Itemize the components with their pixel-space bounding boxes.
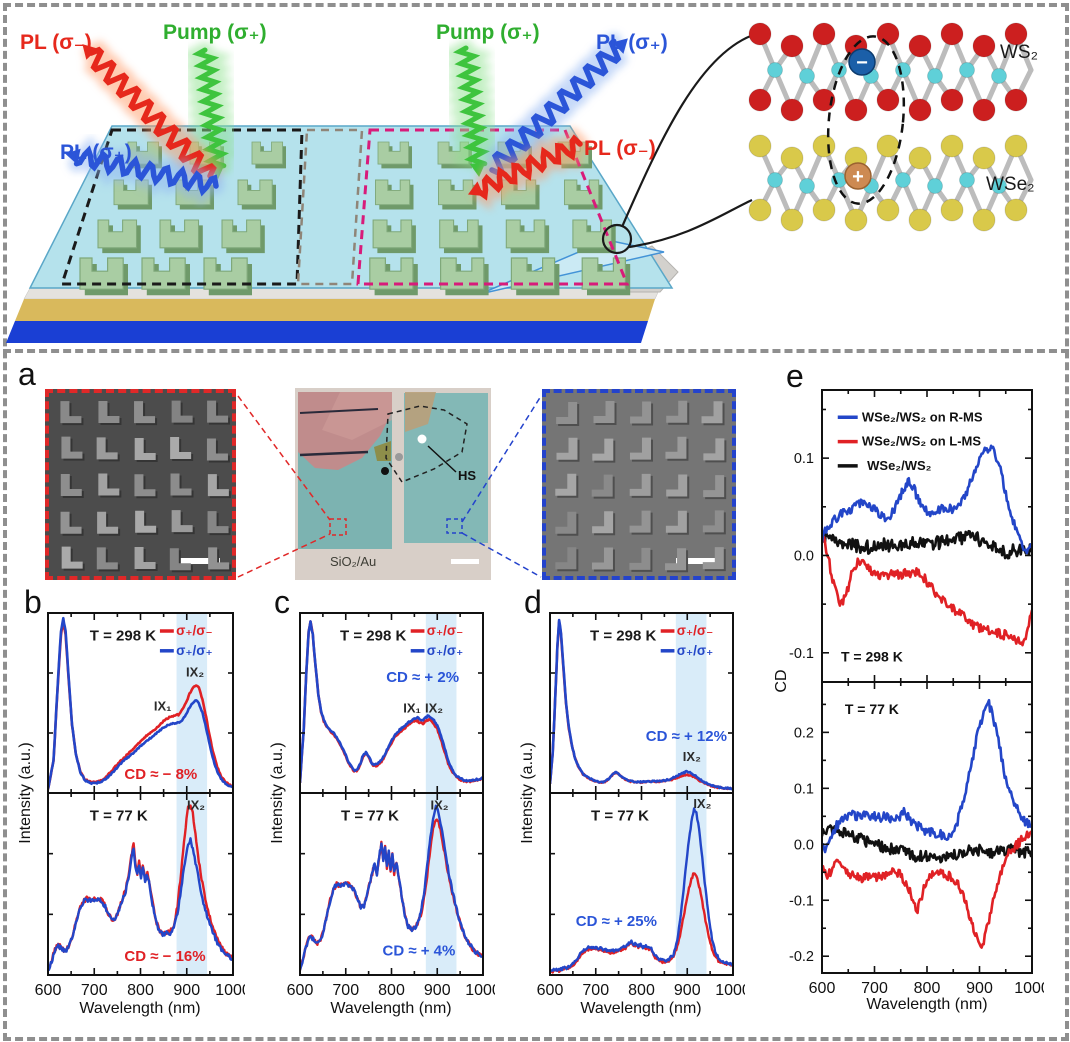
wse2-label: WSe₂ (986, 174, 1035, 195)
xlabel-e: Wavelength (nm) (866, 996, 988, 1013)
panel-letter-a: a (18, 356, 36, 392)
sem-image-left-metasurface (45, 389, 236, 580)
panel-letter-e: e (786, 358, 804, 394)
pl-sigma-plus-left-label: PL (σ₊) (60, 141, 132, 164)
scale-bar (676, 558, 720, 564)
xlabel-c: Wavelength (nm) (330, 1000, 452, 1017)
panel-letter-d: d (524, 584, 542, 620)
xlabel-b: Wavelength (nm) (79, 1000, 201, 1017)
metasurface-region-left (298, 392, 392, 549)
scale-bar (451, 559, 479, 564)
pump-left-label: Pump (σ₊) (163, 21, 267, 44)
ylabel-c: Intensity (a.u.) (269, 742, 286, 844)
sem-image-right-metasurface (542, 389, 736, 580)
ylabel-e: CD (773, 669, 790, 693)
pl-sigma-minus-left-label: PL (σ₋) (20, 31, 92, 54)
pl-sigma-plus-right-label: PL (σ₊) (596, 31, 668, 54)
panel-letter-b: b (24, 584, 42, 620)
figure-outer-border (3, 3, 1069, 1041)
panel-letter-c: c (274, 584, 290, 620)
xlabel-d: Wavelength (nm) (580, 1000, 702, 1017)
sio2-au-label: SiO₂/Au (330, 554, 377, 569)
ylabel-d: Intensity (a.u.) (519, 742, 536, 844)
pl-sigma-minus-right-label: PL (σ₋) (584, 137, 656, 160)
hs-label: HS (458, 468, 477, 483)
sem-meta-atom-array (555, 400, 727, 573)
ylabel-b: Intensity (a.u.) (17, 742, 34, 844)
ws2-label: WS₂ (1000, 42, 1038, 63)
pump-right-label: Pump (σ₊) (436, 21, 540, 44)
scale-bar (176, 558, 220, 564)
optical-microscope-image (295, 388, 491, 580)
sem-meta-atom-array (60, 400, 232, 573)
panel-divider (3, 349, 1069, 353)
